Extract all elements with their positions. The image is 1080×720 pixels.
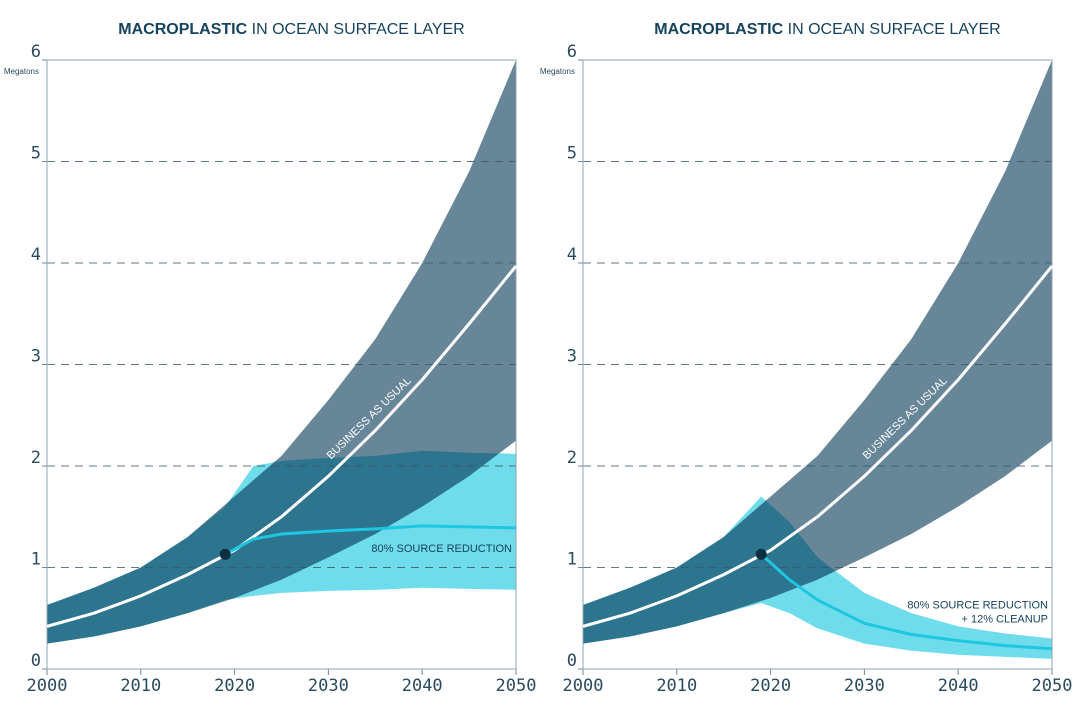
- y-tick-label: 0: [567, 651, 577, 671]
- series-label: 80% SOURCE REDUCTION: [371, 543, 512, 555]
- y-tick-label: 2: [31, 448, 41, 468]
- series-label: + 12% CLEANUP: [961, 613, 1048, 625]
- x-tick-label: 2020: [750, 676, 791, 696]
- y-tick-label: 3: [567, 347, 577, 367]
- y-tick-label: 3: [31, 347, 41, 367]
- uncertainty-band: [583, 496, 1052, 659]
- y-tick-label: 4: [31, 245, 41, 265]
- y-tick-label: 4: [567, 245, 577, 265]
- series-line: [224, 524, 517, 556]
- plot-frame: [46, 59, 517, 670]
- x-tick-label: 2020: [214, 676, 255, 696]
- y-tick-label: 6: [31, 42, 41, 62]
- x-tick-label: 2030: [844, 676, 885, 696]
- marker-point: [219, 548, 231, 560]
- y-tick-label: 1: [31, 550, 41, 570]
- y-axis-label: Megatons: [4, 67, 39, 76]
- chart: MACROPLASTIC IN OCEAN SURFACE LAYER Megat…: [4, 21, 537, 696]
- series-line: [760, 553, 1053, 651]
- title-part: MACROPLASTIC: [118, 21, 247, 38]
- plot-area: [47, 60, 516, 644]
- x-tick-label: 2030: [308, 676, 349, 696]
- chart: MACROPLASTIC IN OCEAN SURFACE LAYER Megat…: [540, 21, 1073, 696]
- marker-point: [755, 548, 767, 560]
- title-part: IN OCEAN SURFACE LAYER: [783, 21, 1001, 38]
- series-label: 80% SOURCE REDUCTION: [907, 599, 1048, 611]
- y-tick-label: 2: [567, 448, 577, 468]
- y-axis-label: Megatons: [540, 67, 575, 76]
- chart-title: MACROPLASTIC IN OCEAN SURFACE LAYER: [118, 21, 464, 38]
- plot-frame: [582, 59, 1053, 670]
- x-tick-label: 2050: [1032, 676, 1073, 696]
- x-tick-label: 2000: [563, 676, 604, 696]
- chart-title: MACROPLASTIC IN OCEAN SURFACE LAYER: [654, 21, 1000, 38]
- series-line: [46, 265, 518, 628]
- x-tick-label: 2000: [27, 676, 68, 696]
- y-tick-label: 5: [567, 144, 577, 164]
- y-tick-label: 5: [31, 144, 41, 164]
- x-tick-label: 2010: [120, 676, 161, 696]
- x-tick-label: 2010: [656, 676, 697, 696]
- title-part: IN OCEAN SURFACE LAYER: [247, 21, 465, 38]
- title-part: MACROPLASTIC: [654, 21, 783, 38]
- x-tick-label: 2050: [496, 676, 537, 696]
- x-tick-label: 2040: [402, 676, 443, 696]
- x-tick-label: 2040: [938, 676, 979, 696]
- y-tick-label: 1: [567, 550, 577, 570]
- plot-area: [583, 60, 1052, 659]
- uncertainty-band: [47, 450, 516, 644]
- y-tick-label: 6: [567, 42, 577, 62]
- uncertainty-band: [583, 60, 1052, 644]
- series-line: [582, 265, 1054, 628]
- y-tick-label: 0: [31, 651, 41, 671]
